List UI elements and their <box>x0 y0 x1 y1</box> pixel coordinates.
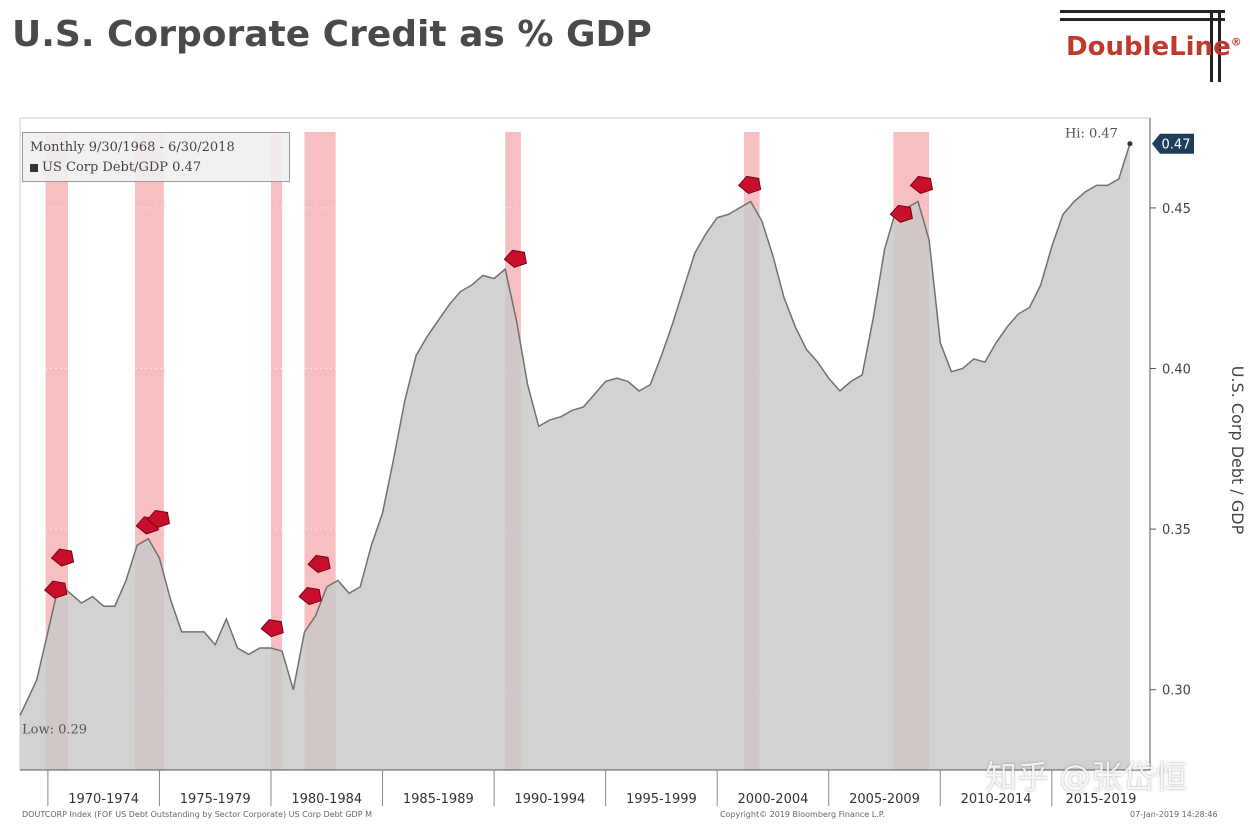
peak-marker <box>260 619 284 638</box>
legend-series: US Corp Debt/GDP 0.47 <box>42 160 202 175</box>
y-tick-label: 0.35 <box>1162 523 1191 538</box>
footer-source: DOUTCORP Index (FOF US Debt Outstanding … <box>22 810 372 819</box>
low-annotation: Low: 0.29 <box>22 722 87 737</box>
peak-markers <box>44 175 934 638</box>
footer-timestamp: 07-Jan-2019 14:28:46 <box>1130 810 1218 819</box>
doubleline-logo: DoubleLine® <box>1060 10 1242 82</box>
peak-marker <box>307 554 331 574</box>
y-tick-label: 0.30 <box>1162 684 1191 699</box>
recession-band <box>270 132 283 770</box>
current-value-label: 0.47 <box>1162 138 1191 153</box>
x-period-label: 1975-1979 <box>180 792 251 807</box>
legend-period: Monthly 9/30/1968 - 6/30/2018 <box>30 140 235 155</box>
footer-copyright: Copyright© 2019 Bloomberg Finance L.P. <box>720 810 885 819</box>
peak-marker <box>737 175 762 195</box>
y-axis-label: U.S. Corp Debt / GDP <box>1228 366 1247 535</box>
legend-series-row: US Corp Debt/GDP 0.47 <box>30 158 282 178</box>
peak-marker <box>503 249 527 268</box>
page-title: U.S. Corporate Credit as % GDP <box>12 14 652 55</box>
x-period-label: 2005-2009 <box>849 792 920 807</box>
logo-rule-left <box>1210 10 1213 82</box>
series-area <box>20 143 1130 770</box>
x-period-label: 1985-1989 <box>403 792 474 807</box>
axes: 0.30 0.35 0.40 0.45 1970-1974 1975-1979 1980-1… <box>20 118 1194 807</box>
y-tick-label: 0.45 <box>1162 202 1191 217</box>
peak-marker <box>50 548 75 567</box>
legend-swatch <box>30 163 38 172</box>
zhihu-watermark: 知乎 @张岱恒 <box>985 758 1188 796</box>
x-period-label: 1990-1994 <box>514 792 585 807</box>
y-tick-label: 0.40 <box>1162 363 1191 378</box>
high-point <box>1127 141 1133 147</box>
high-annotation: Hi: 0.47 <box>1065 127 1118 142</box>
logo-rule-top <box>1060 10 1225 13</box>
x-period-label: 1970-1974 <box>68 792 139 807</box>
peak-marker <box>146 509 171 529</box>
x-period-label: 1995-1999 <box>626 792 697 807</box>
area-chart: 0.30 0.35 0.40 0.45 1970-1974 1975-1979 1980-1… <box>19 117 1247 807</box>
x-period-label: 1980-1984 <box>291 792 362 807</box>
series-line <box>19 143 1131 716</box>
chart-legend: Monthly 9/30/1968 - 6/30/2018 US Corp De… <box>22 132 290 182</box>
x-period-label: 2010-2014 <box>961 792 1032 807</box>
x-period-label: 2015-2019 <box>1065 792 1136 807</box>
peak-marker <box>44 580 68 599</box>
logo-rule-second <box>1060 18 1225 21</box>
peak-marker <box>298 587 322 606</box>
current-value-badge <box>1152 133 1194 154</box>
peak-marker <box>909 175 934 195</box>
logo-rule-right <box>1218 10 1221 82</box>
x-period-label: 2000-2004 <box>738 792 809 807</box>
peak-marker <box>889 204 913 223</box>
brand-name: DoubleLine® <box>1066 32 1242 62</box>
